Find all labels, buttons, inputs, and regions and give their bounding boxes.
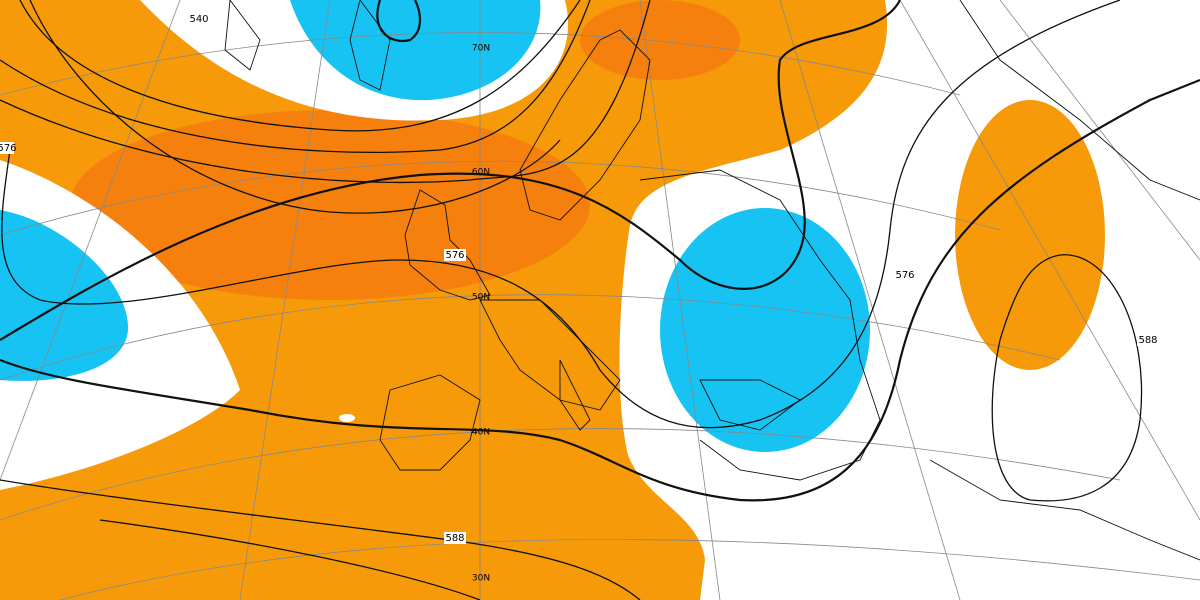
contour-label: 588 [1138, 335, 1157, 346]
contour-label: 576 [0, 143, 17, 154]
latitude-label: 30N [472, 574, 490, 584]
latitude-labels: 70N 60N 50N 40N 30N [472, 44, 490, 584]
contour-label: 576 [895, 270, 914, 281]
latitude-label: 70N [472, 44, 490, 54]
negative-anomaly [290, 0, 541, 101]
neutral-zone [339, 414, 355, 422]
contour-label: 576 [445, 250, 464, 261]
negative-anomaly [660, 208, 870, 452]
strong-positive-anomaly [580, 0, 740, 80]
label-box [188, 13, 210, 25]
latitude-label: 40N [472, 428, 490, 438]
latitude-label: 50N [472, 293, 490, 303]
coastlines [224, 0, 1200, 561]
positive-anomaly [955, 100, 1105, 370]
contour-labels: 540 576 576 576 588 588 [0, 13, 1159, 544]
label-box [0, 142, 14, 154]
label-box [894, 269, 916, 281]
negative-anomaly [0, 210, 129, 381]
label-box [1137, 334, 1159, 346]
label-box [444, 249, 466, 261]
contour-label: 588 [445, 533, 464, 544]
latitude-label: 60N [472, 168, 490, 178]
contour-label: 540 [189, 14, 208, 25]
label-box [444, 532, 466, 544]
